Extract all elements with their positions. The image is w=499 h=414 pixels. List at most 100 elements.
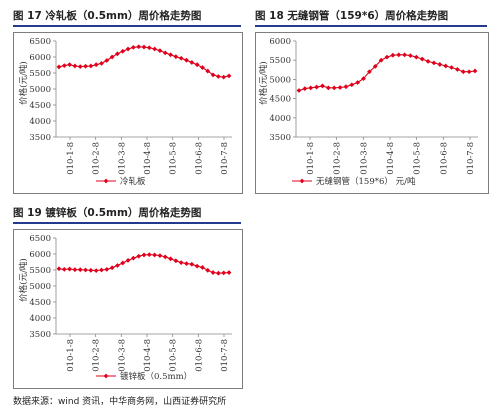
series-line bbox=[58, 46, 230, 78]
legend-marker bbox=[103, 373, 109, 379]
data-point bbox=[88, 267, 94, 273]
x-tick-label: 010-1-8 bbox=[306, 142, 316, 175]
data-point bbox=[296, 88, 302, 93]
data-point bbox=[115, 263, 120, 268]
y-tick-label: 6000 bbox=[29, 250, 51, 260]
data-point bbox=[173, 258, 179, 264]
data-point bbox=[146, 45, 152, 51]
x-tick-label: 010-7-8 bbox=[466, 142, 476, 175]
data-point bbox=[221, 74, 227, 80]
y-tick-label: 6500 bbox=[29, 37, 51, 47]
data-point bbox=[157, 48, 163, 53]
figure-19-chart: 3500 4000 4500 5000 5500 6000 6500 价格(元/吨) 010-1… bbox=[13, 229, 243, 389]
data-point bbox=[152, 46, 158, 52]
y-tick-label: 4000 bbox=[29, 117, 51, 127]
data-point bbox=[61, 63, 67, 69]
data-point bbox=[384, 54, 390, 60]
data-point bbox=[109, 54, 115, 60]
data-point bbox=[168, 52, 173, 58]
y-tick-label: 5000 bbox=[269, 75, 291, 85]
data-point bbox=[189, 60, 195, 65]
data-point bbox=[460, 69, 466, 75]
figure-17-chart: 3500 4000 4500 5000 5500 6000 6500 价格(元/吨) 010-1… bbox=[13, 32, 243, 194]
data-point bbox=[194, 62, 200, 68]
data-point bbox=[146, 252, 152, 258]
y-tick-label: 5500 bbox=[269, 56, 291, 66]
x-tick-label: 010-6-8 bbox=[439, 142, 449, 175]
x-tick-label: 010-5-8 bbox=[169, 142, 179, 175]
data-point bbox=[67, 266, 73, 272]
y-tick-label: 4000 bbox=[29, 314, 51, 324]
x-tick-label: 010-1-8 bbox=[66, 339, 76, 372]
data-point bbox=[67, 62, 73, 68]
y-tick-label: 5500 bbox=[29, 266, 51, 276]
data-point bbox=[361, 76, 366, 82]
data-point bbox=[83, 63, 88, 69]
data-point bbox=[77, 267, 83, 273]
x-tick-label: 010-2-8 bbox=[333, 142, 343, 175]
data-point bbox=[455, 67, 460, 72]
data-point bbox=[120, 260, 126, 266]
data-point bbox=[320, 83, 325, 89]
x-tick-label: 010-5-8 bbox=[413, 142, 423, 175]
x-tick-label: 010-1-8 bbox=[66, 142, 76, 175]
x-tick-label: 010-7-8 bbox=[220, 339, 230, 372]
data-point bbox=[88, 63, 94, 69]
data-point bbox=[349, 82, 355, 88]
y-axis-title: 价格(元/吨) bbox=[18, 258, 29, 302]
y-tick-label: 3500 bbox=[269, 133, 291, 143]
data-point bbox=[56, 64, 62, 70]
data-point bbox=[125, 258, 131, 263]
data-point bbox=[221, 270, 227, 276]
x-tick-label: 010-7-8 bbox=[220, 142, 230, 175]
y-tick-label: 3500 bbox=[29, 133, 51, 143]
data-point bbox=[343, 84, 349, 90]
data-point bbox=[56, 266, 62, 272]
source-note: 数据来源：wind 资讯，中华商务网，山西证券研究所 bbox=[13, 397, 227, 407]
data-point bbox=[130, 255, 136, 261]
data-point bbox=[472, 68, 478, 74]
y-axis-title: 价格(元/吨) bbox=[258, 61, 269, 105]
data-point bbox=[141, 44, 147, 50]
data-point bbox=[184, 261, 189, 266]
data-point bbox=[168, 256, 173, 262]
data-point bbox=[396, 52, 402, 58]
data-point bbox=[61, 266, 67, 272]
y-tick-label: 5000 bbox=[29, 85, 51, 95]
legend-label: 镀锌板（0.5mm） bbox=[120, 371, 192, 382]
data-point bbox=[83, 267, 88, 273]
data-point bbox=[109, 265, 115, 271]
data-point bbox=[72, 267, 78, 273]
data-point bbox=[178, 260, 184, 266]
y-tick-label: 4500 bbox=[269, 95, 291, 105]
data-point bbox=[173, 54, 179, 60]
y-tick-label: 5000 bbox=[29, 282, 51, 292]
data-point bbox=[93, 268, 99, 274]
data-point bbox=[104, 266, 110, 272]
data-point bbox=[302, 86, 308, 92]
chart-svg: 3500 4000 4500 5000 5500 6000 6500 价格(元/吨) 010-1… bbox=[18, 234, 232, 382]
data-point bbox=[308, 85, 314, 91]
chart-svg: 3500 4000 4500 5000 5500 6000 6500 价格(元/吨) 010-1… bbox=[18, 37, 232, 187]
x-tick-label: 010-5-8 bbox=[169, 339, 179, 372]
data-point bbox=[189, 261, 195, 267]
data-point bbox=[162, 50, 168, 56]
data-point bbox=[200, 265, 205, 270]
series-line bbox=[298, 54, 476, 92]
data-point bbox=[419, 56, 425, 62]
data-point bbox=[325, 85, 331, 91]
data-point bbox=[443, 63, 449, 69]
data-point bbox=[178, 55, 184, 61]
data-point bbox=[162, 254, 168, 260]
data-point bbox=[331, 85, 337, 91]
data-point bbox=[402, 52, 407, 58]
figure-19-title: 图 19 镀锌板（0.5mm）周价格走势图 bbox=[13, 207, 202, 219]
figure-19-rule bbox=[13, 222, 241, 224]
figure-18-title: 图 18 无缝钢管（159*6）周价格走势图 bbox=[255, 10, 449, 22]
data-point bbox=[77, 64, 83, 69]
data-point bbox=[210, 270, 216, 275]
legend-label: 冷轧板 bbox=[120, 176, 146, 187]
x-tick-label: 010-3-8 bbox=[117, 142, 127, 175]
x-tick-label: 010-6-8 bbox=[194, 142, 204, 175]
x-tick-label: 010-2-8 bbox=[92, 339, 102, 372]
